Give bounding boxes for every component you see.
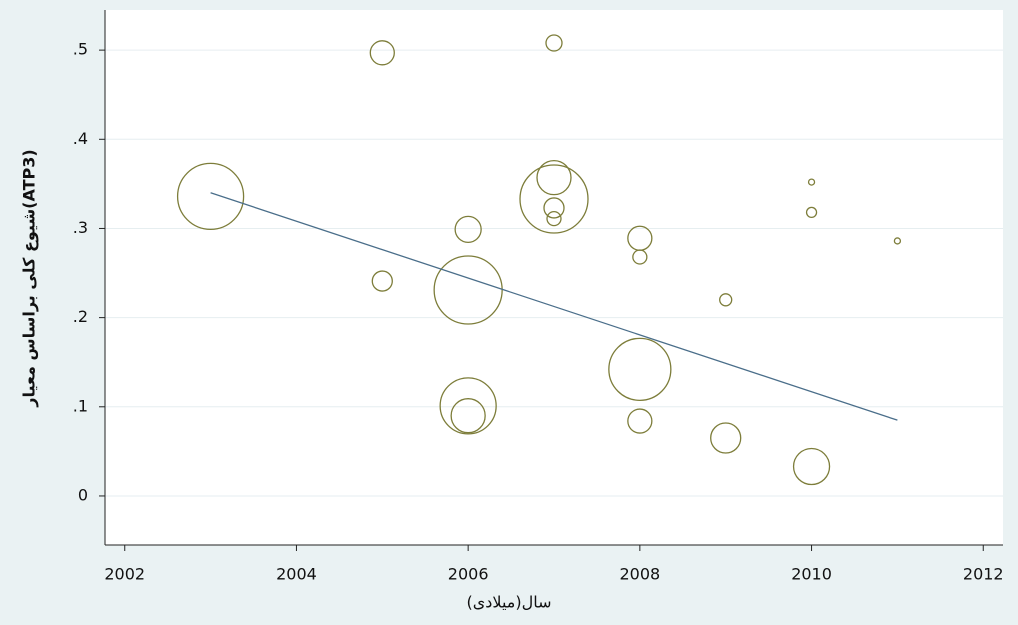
y-tick-label: .4: [73, 129, 88, 148]
bubble: [627, 408, 653, 434]
bubble: [792, 447, 831, 486]
x-tick-label: 2012: [963, 565, 1004, 584]
plot-area: [105, 10, 1003, 545]
x-tick-label: 2002: [104, 565, 145, 584]
bubble: [608, 337, 672, 401]
y-axis-label: شیوع کلی براساس معیار(ATP3): [20, 149, 39, 407]
bubble: [632, 249, 648, 265]
x-tick-label: 2008: [619, 565, 660, 584]
x-tick-label: 2006: [448, 565, 489, 584]
y-tick-label: .3: [73, 218, 88, 237]
bubble: [710, 422, 742, 454]
x-tick-label: 2010: [791, 565, 832, 584]
bubble: [176, 162, 245, 231]
bubble: [545, 34, 563, 52]
bubble: [536, 159, 572, 196]
bubble: [719, 293, 733, 307]
bubble: [439, 377, 497, 435]
bubble: [805, 206, 818, 219]
y-tick-label: 0: [78, 485, 88, 504]
bubble: [543, 197, 565, 219]
y-tick-label: .1: [73, 396, 88, 415]
bubble: [519, 164, 589, 234]
bubble: [369, 40, 395, 66]
bubble: [454, 215, 482, 244]
y-tick-label: .2: [73, 307, 88, 326]
bubble: [371, 270, 393, 292]
y-tick-label: .5: [73, 40, 88, 59]
fit-line: [210, 192, 898, 421]
x-axis-label: سال(میلادی): [467, 593, 552, 612]
bubble: [893, 237, 902, 245]
x-tick-label: 2004: [276, 565, 317, 584]
bubble: [450, 398, 486, 434]
bubble: [807, 178, 816, 186]
bubble: [546, 210, 562, 227]
